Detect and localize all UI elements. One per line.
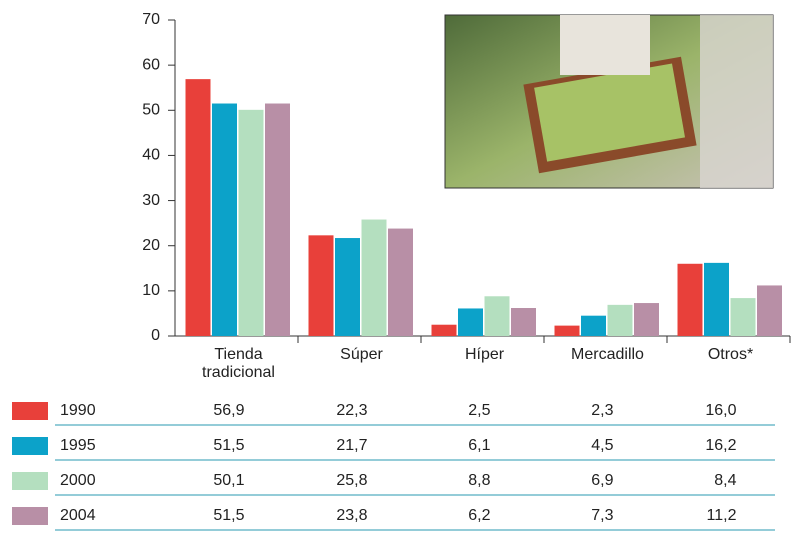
bar <box>265 103 290 336</box>
data-label: 51,5 <box>213 437 244 454</box>
data-label: 21,7 <box>336 437 367 454</box>
bar <box>335 238 360 336</box>
bar <box>607 304 633 336</box>
y-tick-label: 60 <box>142 56 160 73</box>
bar <box>308 235 334 336</box>
bar <box>484 296 510 336</box>
data-label: 2,5 <box>468 402 490 419</box>
data-label: 16,0 <box>705 402 736 419</box>
bar <box>361 219 387 336</box>
data-label: 4,5 <box>591 437 613 454</box>
y-tick-label: 40 <box>142 147 160 164</box>
legend-label: 1990 <box>60 402 96 419</box>
data-label: 56,9 <box>213 402 244 419</box>
x-tick-label: Mercadillo <box>571 346 644 363</box>
bar <box>730 298 756 336</box>
legend-swatch <box>12 402 48 420</box>
data-label: 2,3 <box>591 402 613 419</box>
bar <box>511 308 536 336</box>
bar <box>212 103 237 336</box>
bar <box>677 263 703 336</box>
data-label: 11,2 <box>707 507 737 524</box>
bar <box>431 324 457 336</box>
y-tick-label: 30 <box>142 192 160 209</box>
legend-swatch <box>12 507 48 525</box>
data-label: 8,8 <box>468 472 490 489</box>
y-tick-label: 0 <box>151 327 160 344</box>
legend-swatch <box>12 437 48 455</box>
bar <box>388 228 413 336</box>
data-label: 50,1 <box>213 472 244 489</box>
legend-label: 1995 <box>60 437 96 454</box>
data-label: 8,4 <box>714 472 736 489</box>
y-tick-label: 50 <box>142 102 160 119</box>
data-label: 22,3 <box>336 402 367 419</box>
data-label: 6,1 <box>468 437 490 454</box>
y-tick-label: 20 <box>142 237 160 254</box>
bar <box>581 315 606 336</box>
legend-label: 2000 <box>60 472 96 489</box>
bar <box>458 308 483 336</box>
bar <box>185 79 211 336</box>
legend-swatch <box>12 472 48 490</box>
photo <box>444 14 774 189</box>
data-label: 6,2 <box>468 507 490 524</box>
bar <box>238 109 264 336</box>
x-tick-label: Otros* <box>707 346 754 363</box>
bar <box>704 262 729 336</box>
data-label: 6,9 <box>591 472 613 489</box>
data-label: 25,8 <box>336 472 367 489</box>
bar <box>757 285 782 336</box>
y-tick-label: 10 <box>142 282 160 299</box>
x-tick-label: Súper <box>340 346 383 363</box>
bar <box>634 303 659 336</box>
y-tick-label: 70 <box>142 11 160 28</box>
data-label: 51,5 <box>213 507 244 524</box>
bar <box>554 325 580 336</box>
legend-label: 2004 <box>60 507 96 524</box>
x-tick-label: Tienda tradicional <box>202 346 275 381</box>
x-tick-label: Híper <box>464 346 505 363</box>
data-label: 16,2 <box>705 437 736 454</box>
data-label: 7,3 <box>591 507 613 524</box>
data-label: 23,8 <box>336 507 367 524</box>
